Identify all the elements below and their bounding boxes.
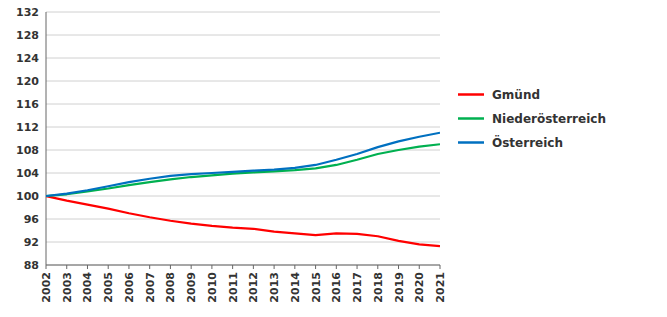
y-tick-label: 96 xyxy=(24,213,40,226)
axes: 88 92 96 100 104 108 112 116 120 124 128 132 2002 200… xyxy=(16,6,447,303)
legend-swatch xyxy=(458,141,484,144)
x-tick-label: 2003 xyxy=(61,272,74,303)
legend-label: Niederösterreich xyxy=(492,112,606,126)
x-tick-label: 2017 xyxy=(351,272,364,303)
y-tick-label: 132 xyxy=(16,6,39,19)
x-tick xyxy=(315,265,316,269)
x-tick xyxy=(398,265,399,269)
y-tick-label: 120 xyxy=(16,75,39,88)
x-axis-line xyxy=(46,265,440,266)
y-tick-label: 128 xyxy=(16,29,39,42)
x-tick-label: 2019 xyxy=(393,272,406,303)
grid-line xyxy=(46,81,440,82)
x-tick-label: 2021 xyxy=(434,272,447,303)
grid-line xyxy=(46,265,440,266)
x-tick-label: 2014 xyxy=(289,272,302,303)
x-tick xyxy=(274,265,275,269)
x-tick xyxy=(232,265,233,269)
legend-swatch xyxy=(458,93,484,96)
x-tick xyxy=(128,265,129,269)
y-tick-label: 116 xyxy=(16,98,39,111)
series-line xyxy=(46,196,440,246)
grid-line xyxy=(46,242,440,243)
grid-line xyxy=(46,150,440,151)
legend-swatch xyxy=(458,117,484,120)
y-axis-line xyxy=(46,12,47,265)
grid-line xyxy=(46,104,440,105)
grid-line xyxy=(46,219,440,220)
x-tick-label: 2009 xyxy=(185,272,198,303)
x-tick-label: 2016 xyxy=(330,272,343,303)
x-tick-label: 2020 xyxy=(413,272,426,303)
x-tick-label: 2010 xyxy=(206,272,219,303)
x-tick xyxy=(149,265,150,269)
x-tick-label: 2013 xyxy=(268,272,281,303)
x-tick-label: 2012 xyxy=(247,272,260,303)
y-tick-label: 104 xyxy=(16,167,39,180)
grid-line xyxy=(46,196,440,197)
x-tick-label: 2007 xyxy=(144,272,157,303)
x-tick xyxy=(357,265,358,269)
chart: 88 92 96 100 104 108 112 116 120 124 128 132 2002 200… xyxy=(0,0,667,317)
x-tick xyxy=(46,265,47,269)
x-tick-label: 2018 xyxy=(372,272,385,303)
y-tick-label: 100 xyxy=(16,190,39,203)
series-line xyxy=(46,144,440,196)
x-tick-label: 2015 xyxy=(310,272,323,303)
y-tick-label: 124 xyxy=(16,52,39,65)
x-tick-label: 2006 xyxy=(123,272,136,303)
x-tick xyxy=(87,265,88,269)
legend: Gmünd Niederösterreich Österreich xyxy=(458,88,606,150)
lines xyxy=(46,133,440,246)
grid-line xyxy=(46,127,440,128)
x-tick xyxy=(191,265,192,269)
y-tick-label: 92 xyxy=(24,236,39,249)
legend-label: Gmünd xyxy=(492,88,540,102)
x-tick xyxy=(253,265,254,269)
series-line xyxy=(46,133,440,196)
x-tick xyxy=(419,265,420,269)
x-tick xyxy=(336,265,337,269)
x-tick xyxy=(170,265,171,269)
x-tick xyxy=(440,265,441,269)
x-tick-label: 2004 xyxy=(81,272,94,303)
grid-line xyxy=(46,12,440,13)
x-tick xyxy=(108,265,109,269)
y-tick-label: 88 xyxy=(24,259,39,272)
x-tick-label: 2005 xyxy=(102,272,115,303)
grid xyxy=(46,12,440,265)
y-tick-label: 108 xyxy=(16,144,39,157)
x-tick xyxy=(294,265,295,269)
x-tick xyxy=(66,265,67,269)
x-tick xyxy=(377,265,378,269)
grid-line xyxy=(46,35,440,36)
grid-line xyxy=(46,58,440,59)
x-tick xyxy=(211,265,212,269)
y-tick-label: 112 xyxy=(16,121,39,134)
x-tick-label: 2002 xyxy=(40,272,53,303)
legend-label: Österreich xyxy=(492,135,563,150)
x-tick-label: 2008 xyxy=(164,272,177,303)
x-tick-label: 2011 xyxy=(227,272,240,303)
